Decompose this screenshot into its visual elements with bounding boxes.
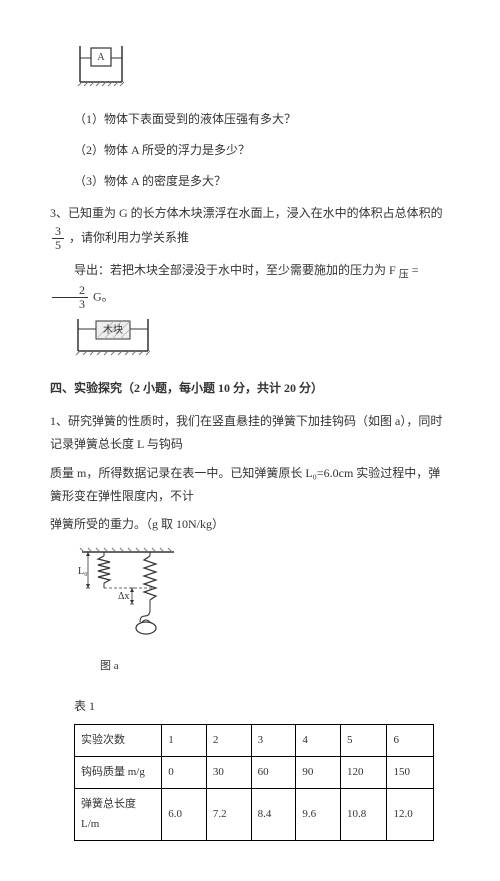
table-cell: 150 [387,756,434,788]
table-row-header: 弹簧总长度 L/m [75,788,162,841]
wood-label: 木块 [103,324,123,336]
p3-text-b: ，请你利用力学关系推 [69,231,189,245]
table-row-header: 钩码质量 m/g [75,756,162,788]
figure-wood: 木块 [74,317,450,359]
table-cell: 7.2 [206,788,251,841]
figure-cup: A [74,40,450,90]
problem-4-1-line2: 质量 m，所得数据记录在表一中。已知弹簧原长 L₀=6.0cm 实验过程中，弹簧… [50,462,450,508]
table-row: 钩码质量 m/g0306090120150 [75,756,434,788]
block-label: A [97,52,105,63]
table-cell: 9.6 [296,788,341,841]
fraction-3-5: 3 5 [52,225,64,252]
p3-text-d: = [412,263,419,277]
spring-svg: L₀ Δx [74,544,184,654]
table-cell: 30 [206,756,251,788]
question-1: （1）物体下表面受到的液体压强有多大？ [50,108,450,131]
p3-text-c: 导出：若把木块全部浸没于水中时，至少需要施加的压力为 F [74,263,399,277]
table1-caption: 表 1 [50,695,450,718]
p3-text-e: G。 [93,289,114,303]
table-cell: 10.8 [341,788,387,841]
frac-den: 3 [52,298,88,311]
table-cell: 3 [251,724,296,756]
table-row-header: 实验次数 [75,724,162,756]
table-cell: 5 [341,724,387,756]
spring-l0-label: L₀ [78,566,88,577]
p3-sub: 压 [399,269,409,280]
table-1: 实验次数123456钩码质量 m/g0306090120150弹簧总长度 L/m… [74,724,434,842]
fraction-2-3: 2 3 [52,284,88,311]
question-2: （2）物体 A 所受的浮力是多少？ [50,139,450,162]
section-4-title: 四、实验探究（2 小题，每小题 10 分，共计 20 分） [50,377,450,400]
frac-num: 3 [52,225,64,239]
p3-text-a: 3、已知重为 G 的长方体木块漂浮在水面上，浸入在水中的体积占总体积的 [50,206,443,220]
frac-den: 5 [52,239,64,252]
table-cell: 0 [162,756,207,788]
table-cell: 2 [206,724,251,756]
table-row: 实验次数123456 [75,724,434,756]
wood-svg: 木块 [74,317,154,359]
spring-dx-label: Δx [118,591,129,602]
frac-num: 2 [52,284,88,298]
figure-spring: L₀ Δx 图 a [74,544,450,677]
figure-spring-caption: 图 a [100,656,450,677]
table-cell: 6.0 [162,788,207,841]
table-cell: 12.0 [387,788,434,841]
table-cell: 1 [162,724,207,756]
table-cell: 8.4 [251,788,296,841]
table-cell: 90 [296,756,341,788]
table-cell: 4 [296,724,341,756]
question-3: （3）物体 A 的密度是多大？ [50,170,450,193]
table-cell: 120 [341,756,387,788]
cup-svg: A [74,40,129,90]
problem-3-line1: 3、已知重为 G 的长方体木块漂浮在水面上，浸入在水中的体积占总体积的 3 5 … [50,202,450,252]
problem-4-1-line3: 弹簧所受的重力。（g 取 10N/kg） [50,513,450,536]
problem-3-line2: 导出：若把木块全部浸没于水中时，至少需要施加的压力为 F 压 = 2 3 G。 [50,259,450,312]
table-cell: 60 [251,756,296,788]
problem-4-1-line1: 1、研究弹簧的性质时，我们在竖直悬挂的弹簧下加挂钩码（如图 a），同时记录弹簧总… [50,410,450,456]
table-row: 弹簧总长度 L/m6.07.28.49.610.812.0 [75,788,434,841]
table-cell: 6 [387,724,434,756]
